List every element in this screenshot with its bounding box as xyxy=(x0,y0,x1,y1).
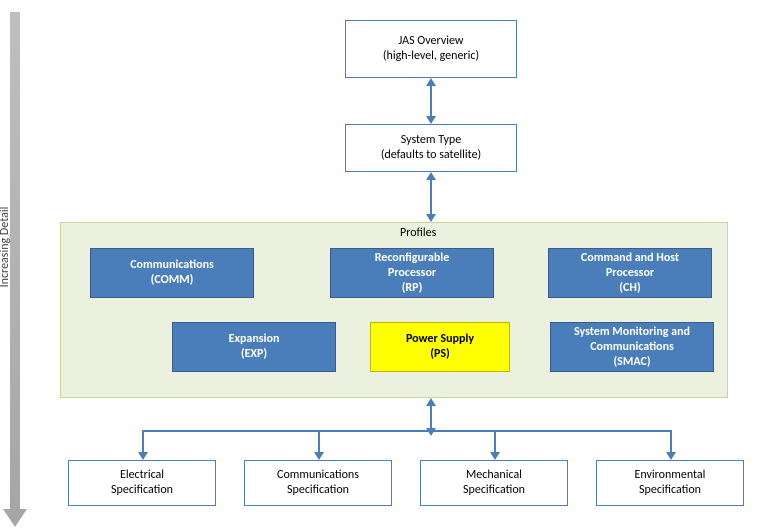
profile-exp-l1: Expansion xyxy=(229,332,280,347)
arrowhead-down-icon xyxy=(426,116,436,124)
arrowhead-up-icon xyxy=(426,172,436,180)
profile-rp-l2: Processor xyxy=(388,266,436,281)
connector-hub-line xyxy=(142,430,670,432)
profile-exp: Expansion (EXP) xyxy=(172,322,336,372)
spec-environmental-l2: Specification xyxy=(639,483,701,498)
profile-ch-l3: (CH) xyxy=(619,281,640,296)
profile-rp-l3: (RP) xyxy=(402,281,423,296)
arrowhead-up-icon xyxy=(426,78,436,86)
jas-overview-line2: (high-level, generic) xyxy=(383,49,479,64)
arrowhead-down-icon xyxy=(426,214,436,222)
profile-ps-l2: (PS) xyxy=(430,347,450,362)
connector-drop-4 xyxy=(670,430,672,452)
spec-electrical: Electrical Specification xyxy=(68,460,216,506)
arrowhead-down-icon xyxy=(666,452,676,460)
profile-comm-l1: Communications xyxy=(130,258,214,273)
spec-electrical-l2: Specification xyxy=(111,483,173,498)
spec-electrical-l1: Electrical xyxy=(120,468,164,483)
arrowhead-down-icon xyxy=(314,452,324,460)
spec-mechanical: Mechanical Specification xyxy=(420,460,568,506)
system-type-box: System Type (defaults to satellite) xyxy=(345,124,517,172)
profile-smac-l3: (SMAC) xyxy=(613,355,650,370)
profile-ch-l2: Processor xyxy=(606,266,654,281)
spec-environmental: Environmental Specification xyxy=(596,460,744,506)
connector-drop-1 xyxy=(142,430,144,452)
connector-drop-3 xyxy=(494,430,496,452)
profile-smac-l1: System Monitoring and xyxy=(574,325,690,340)
connector-drop-2 xyxy=(318,430,320,452)
arrowhead-up-icon xyxy=(426,398,436,406)
profile-ps-l1: Power Supply xyxy=(406,332,474,347)
arrowhead-down-icon xyxy=(490,452,500,460)
connector-system-profiles xyxy=(430,180,432,214)
arrowhead-down-icon xyxy=(138,452,148,460)
profile-comm: Communications (COMM) xyxy=(90,248,254,298)
increasing-detail-label: Increasing Detail xyxy=(0,187,12,307)
spec-communications: Communications Specification xyxy=(244,460,392,506)
system-type-line1: System Type xyxy=(401,133,461,148)
profile-ps: Power Supply (PS) xyxy=(370,322,510,372)
spec-mechanical-l1: Mechanical xyxy=(466,468,522,483)
jas-overview-line1: JAS Overview xyxy=(399,34,464,49)
profile-exp-l2: (EXP) xyxy=(241,347,267,362)
profile-smac: System Monitoring and Communications (SM… xyxy=(550,322,714,372)
spec-communications-l1: Communications xyxy=(277,468,359,483)
spec-communications-l2: Specification xyxy=(287,483,349,498)
profiles-title: Profiles xyxy=(400,226,436,240)
spec-environmental-l1: Environmental xyxy=(635,468,706,483)
profile-rp-l1: Reconfigurable xyxy=(375,251,450,266)
connector-top-system xyxy=(430,86,432,116)
profile-ch-l1: Command and Host xyxy=(581,251,679,266)
profile-comm-l2: (COMM) xyxy=(151,273,194,288)
spec-mechanical-l2: Specification xyxy=(463,483,525,498)
profile-rp: Reconfigurable Processor (RP) xyxy=(330,248,494,298)
system-type-line2: (defaults to satellite) xyxy=(381,148,481,163)
profile-smac-l2: Communications xyxy=(590,340,674,355)
connector-profiles-hub xyxy=(430,406,432,430)
jas-overview-box: JAS Overview (high-level, generic) xyxy=(345,20,517,78)
profile-ch: Command and Host Processor (CH) xyxy=(548,248,712,298)
